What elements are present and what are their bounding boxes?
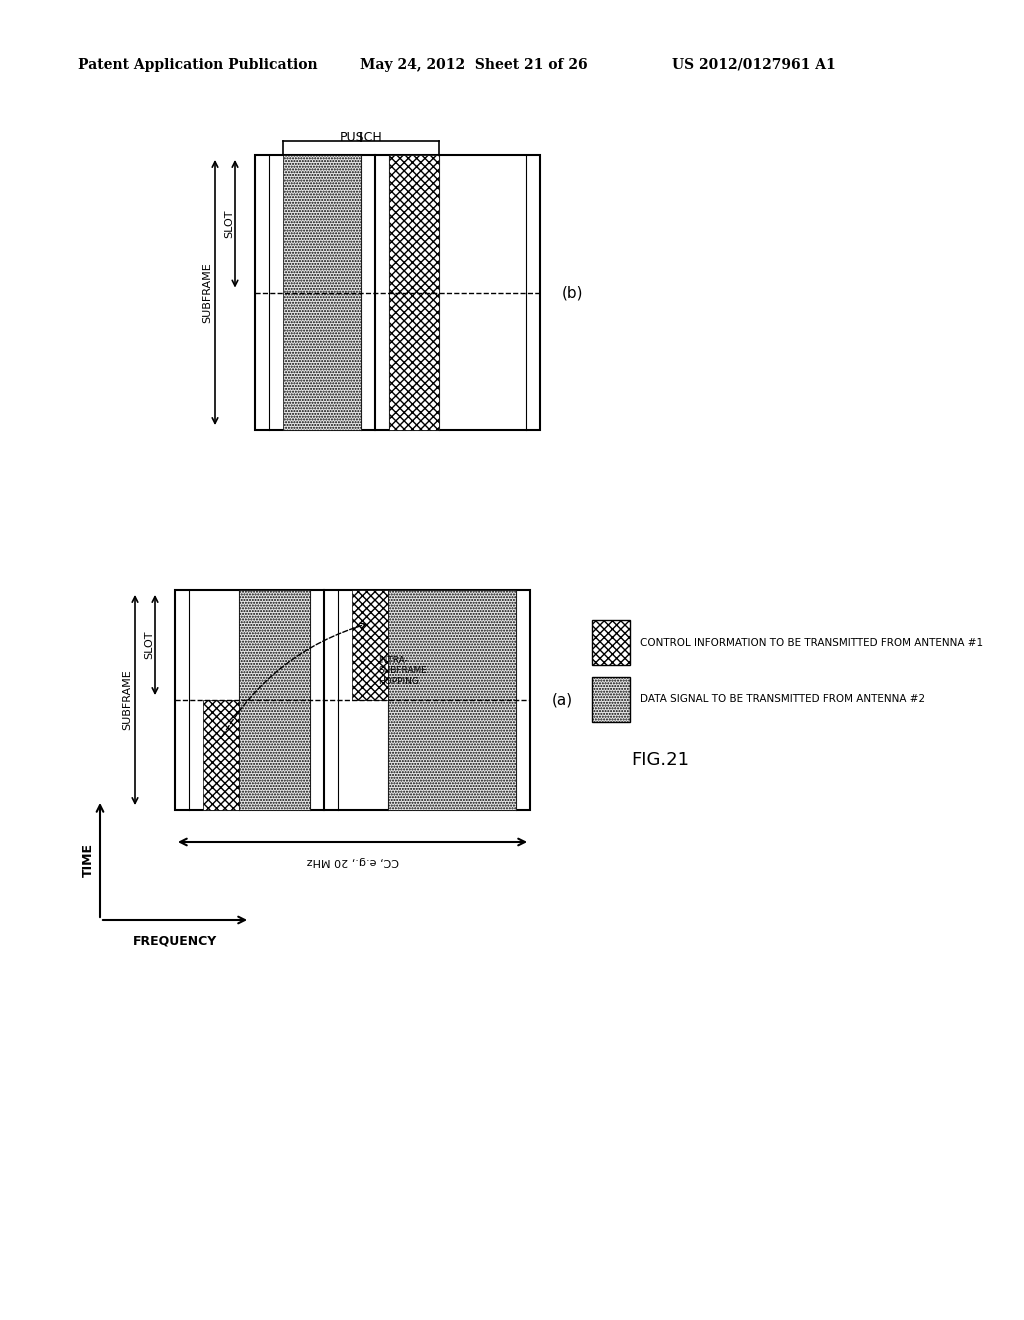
Text: INTRA-
SUBFRAME
HOPPING: INTRA- SUBFRAME HOPPING: [378, 656, 427, 685]
Text: SLOT: SLOT: [224, 210, 234, 238]
Text: SLOT: SLOT: [144, 631, 154, 659]
Text: DATA SIGNAL TO BE TRANSMITTED FROM ANTENNA #2: DATA SIGNAL TO BE TRANSMITTED FROM ANTEN…: [640, 694, 925, 705]
Bar: [352, 590, 388, 700]
Text: Patent Application Publication: Patent Application Publication: [78, 58, 317, 73]
Text: US 2012/0127961 A1: US 2012/0127961 A1: [672, 58, 836, 73]
Bar: [175, 590, 530, 810]
Bar: [388, 590, 516, 810]
Text: CC, e.g., 20 MHz: CC, e.g., 20 MHz: [306, 855, 398, 866]
Text: TIME: TIME: [82, 843, 94, 876]
Bar: [283, 154, 360, 430]
Bar: [389, 154, 438, 430]
Bar: [592, 620, 630, 665]
Text: SUBFRAME: SUBFRAME: [202, 263, 212, 323]
Text: SUBFRAME: SUBFRAME: [122, 669, 132, 730]
Bar: [239, 590, 310, 810]
Bar: [592, 677, 630, 722]
Text: PUSCH: PUSCH: [340, 131, 382, 144]
Text: FREQUENCY: FREQUENCY: [133, 935, 217, 948]
Text: CONTROL INFORMATION TO BE TRANSMITTED FROM ANTENNA #1: CONTROL INFORMATION TO BE TRANSMITTED FR…: [640, 638, 983, 648]
Text: FIG.21: FIG.21: [631, 751, 689, 770]
Bar: [255, 154, 540, 430]
Text: May 24, 2012  Sheet 21 of 26: May 24, 2012 Sheet 21 of 26: [360, 58, 588, 73]
Text: (a): (a): [552, 693, 573, 708]
Text: (b): (b): [562, 285, 584, 300]
Bar: [203, 700, 239, 810]
